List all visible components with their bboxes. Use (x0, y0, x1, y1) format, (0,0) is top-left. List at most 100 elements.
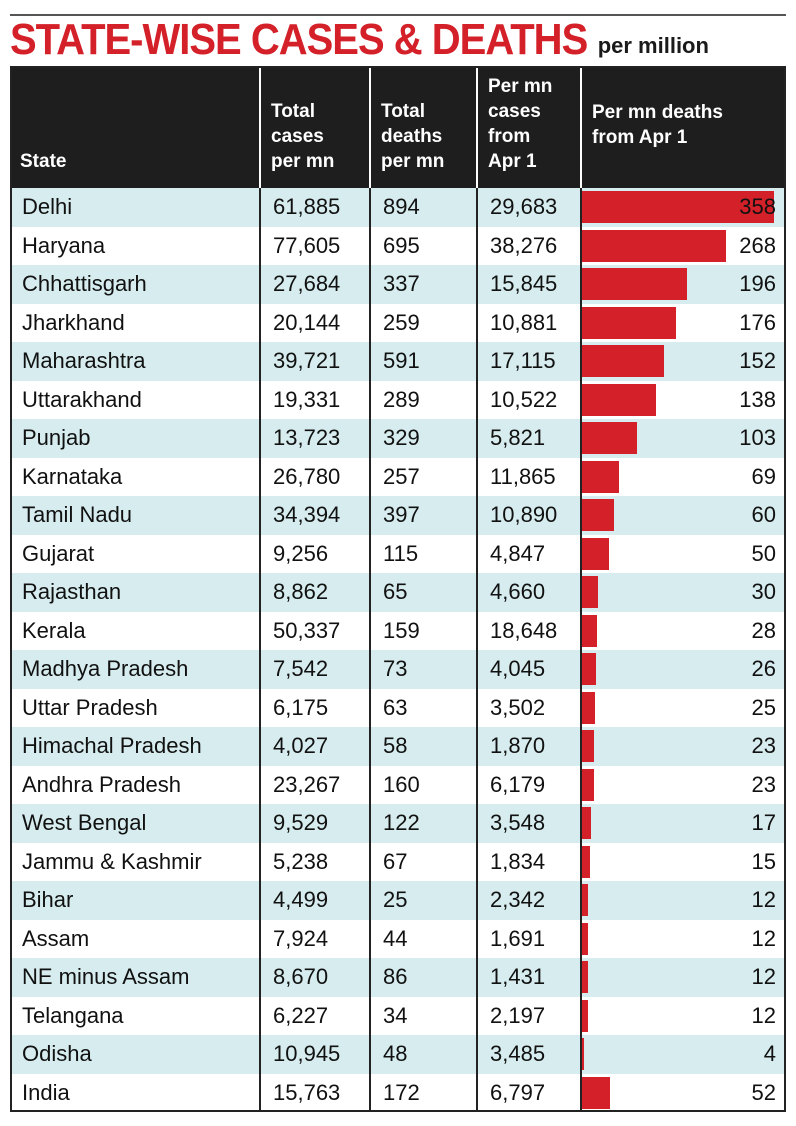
cases-apr1-cell: 4,045 (490, 656, 546, 681)
state-cell: Chhattisgarh (22, 271, 147, 296)
deaths-bar (582, 1038, 585, 1070)
deaths-bar (582, 268, 688, 300)
header-divider (259, 66, 261, 188)
deaths-bar (582, 653, 596, 685)
chart-title: STATE-WISE CASES & DEATHS (10, 16, 588, 64)
deaths-bar (582, 614, 598, 647)
state-cell: Assam (22, 925, 90, 951)
cases-apr1-cell: 2,197 (490, 1002, 546, 1028)
total-cases-cell: 26,780 (273, 463, 341, 489)
deaths-apr1-value: 52 (751, 1079, 776, 1105)
deaths-apr1-value: 15 (751, 848, 776, 874)
deaths-apr1-value: 12 (751, 964, 776, 989)
header-deaths-apr1: Per mn deaths from Apr 1 (582, 66, 786, 188)
table-row: Chhattisgarh 27,684 337 15,845 196 (10, 265, 786, 304)
total-deaths-cell: 73 (383, 656, 408, 681)
total-cases-cell: 19,331 (273, 386, 341, 412)
state-cell: Uttarakhand (22, 386, 142, 412)
total-deaths-cell: 58 (383, 733, 408, 758)
deaths-apr1-value: 358 (739, 194, 776, 219)
total-deaths-cell: 122 (383, 810, 420, 835)
table-row: Assam 7,924 44 1,691 12 (10, 919, 786, 958)
deaths-apr1-value: 30 (751, 579, 776, 604)
deaths-bar (582, 999, 589, 1032)
deaths-bar (582, 961, 589, 993)
cases-apr1-cell: 2,342 (490, 887, 546, 912)
state-cell: Rajasthan (22, 579, 122, 604)
deaths-apr1-value: 60 (751, 502, 776, 527)
deaths-bar (582, 691, 596, 724)
deaths-bar (582, 460, 620, 493)
cases-apr1-cell: 1,691 (490, 925, 546, 951)
total-cases-cell: 4,027 (273, 733, 329, 758)
table-row: Jammu & Kashmir 5,238 67 1,834 15 (10, 842, 786, 881)
total-cases-cell: 6,227 (273, 1002, 329, 1028)
header-divider (580, 66, 582, 188)
header-deaths-apr1-label: Per mn deaths from Apr 1 (592, 102, 723, 148)
header-total-deaths-label: Total deaths per mn (381, 101, 445, 172)
state-cell: Telangana (22, 1002, 124, 1028)
deaths-bar (582, 768, 595, 801)
deaths-bar (582, 1076, 610, 1109)
deaths-apr1-value: 4 (763, 1041, 776, 1066)
total-deaths-cell: 159 (383, 617, 420, 643)
total-deaths-cell: 25 (383, 887, 408, 912)
state-cell: Haryana (22, 232, 106, 258)
deaths-bar (582, 229, 726, 262)
cases-apr1-cell: 3,485 (490, 1041, 546, 1066)
deaths-apr1-value: 268 (739, 232, 776, 258)
cases-apr1-cell: 15,845 (490, 271, 558, 296)
table-row: Gujarat 9,256 115 4,847 50 (10, 534, 786, 573)
table-row: India 15,763 172 6,797 52 (10, 1073, 786, 1112)
total-cases-cell: 7,924 (273, 925, 329, 951)
deaths-bar (582, 191, 775, 223)
top-rule (10, 14, 786, 16)
deaths-apr1-value: 23 (751, 771, 776, 797)
deaths-bar (582, 422, 638, 454)
deaths-apr1-value: 25 (751, 694, 776, 720)
table-body: Delhi 61,885 894 29,683 358 Haryana 77,605 695 3… (10, 188, 786, 1112)
cases-apr1-cell: 38,276 (490, 232, 558, 258)
deaths-bar (582, 884, 589, 916)
total-cases-cell: 5,238 (273, 848, 329, 874)
data-table: State Total cases per mn Total deaths pe… (10, 66, 786, 1112)
chart-subtitle: per million (597, 33, 709, 58)
total-deaths-cell: 329 (383, 425, 420, 450)
cases-apr1-cell: 1,870 (490, 733, 546, 758)
deaths-apr1-value: 152 (739, 348, 776, 373)
state-cell: Bihar (22, 887, 74, 912)
state-cell: Tamil Nadu (22, 502, 133, 527)
cases-apr1-cell: 18,648 (490, 617, 558, 643)
table-row: Himachal Pradesh 4,027 58 1,870 23 (10, 727, 786, 766)
total-deaths-cell: 115 (383, 540, 419, 566)
deaths-apr1-value: 176 (739, 309, 776, 335)
column-divider (259, 188, 261, 1112)
table-row: Uttar Pradesh 6,175 63 3,502 25 (10, 688, 786, 727)
cases-apr1-cell: 11,865 (490, 463, 556, 489)
state-cell: Kerala (22, 617, 86, 643)
table-row: Madhya Pradesh 7,542 73 4,045 26 (10, 650, 786, 689)
header-cases-apr1-label: Per mn cases from Apr 1 (488, 76, 553, 172)
state-cell: Karnataka (22, 463, 123, 489)
state-cell: Odisha (22, 1041, 92, 1066)
table-row: Delhi 61,885 894 29,683 358 (10, 188, 786, 227)
deaths-bar (582, 807, 592, 839)
cases-apr1-cell: 3,502 (490, 694, 546, 720)
total-cases-cell: 9,256 (273, 540, 329, 566)
total-deaths-cell: 259 (383, 309, 420, 335)
table-row: Karnataka 26,780 257 11,865 69 (10, 457, 786, 496)
header-total-deaths: Total deaths per mn (371, 66, 476, 188)
header-total-cases-label: Total cases per mn (271, 101, 335, 172)
table-row: Rajasthan 8,862 65 4,660 30 (10, 573, 786, 612)
total-cases-cell: 61,885 (273, 194, 341, 219)
deaths-bar (582, 383, 657, 416)
state-cell: West Bengal (22, 810, 147, 835)
total-deaths-cell: 160 (383, 771, 420, 797)
total-cases-cell: 6,175 (273, 694, 329, 720)
deaths-apr1-value: 26 (751, 656, 776, 681)
table-row: Odisha 10,945 48 3,485 4 (10, 1035, 786, 1074)
table-row: Maharashtra 39,721 591 17,115 152 (10, 342, 786, 381)
deaths-apr1-value: 12 (751, 887, 776, 912)
cases-apr1-cell: 1,431 (490, 964, 546, 989)
deaths-apr1-value: 196 (739, 271, 776, 296)
